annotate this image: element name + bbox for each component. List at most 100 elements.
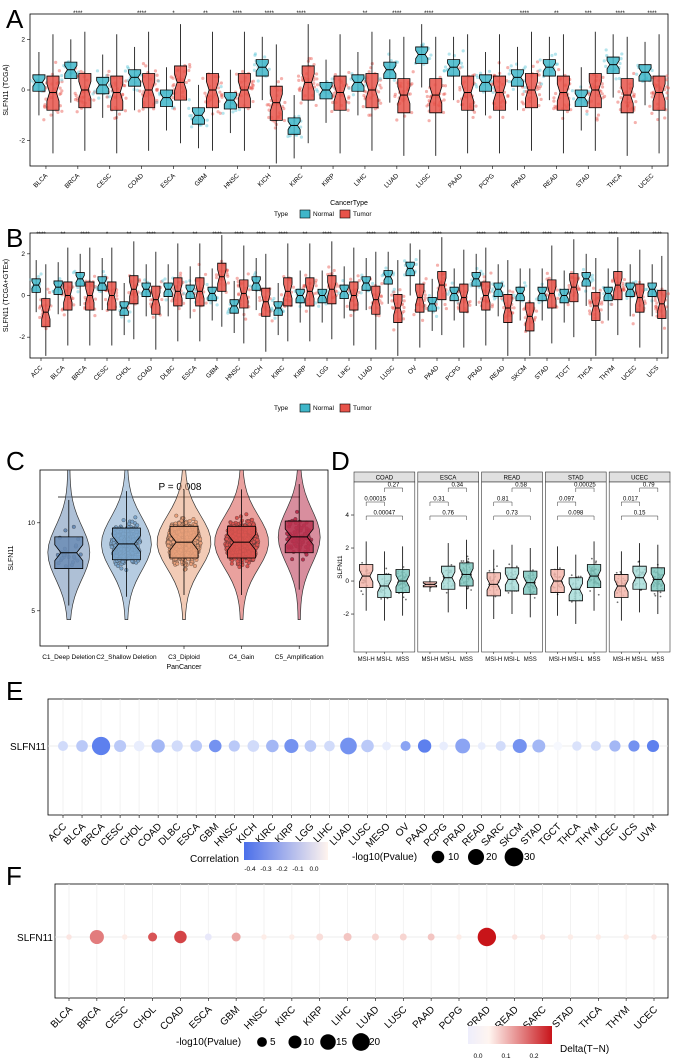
point xyxy=(403,259,407,263)
normal-box xyxy=(223,69,237,134)
normal-box xyxy=(510,46,524,111)
box xyxy=(107,281,117,311)
point xyxy=(634,280,638,284)
point xyxy=(328,272,332,276)
xtick-label: LIHC xyxy=(337,364,353,380)
point xyxy=(666,292,670,296)
xtick-label: KIRP xyxy=(321,172,337,188)
point xyxy=(226,281,230,285)
point xyxy=(588,312,592,316)
point xyxy=(579,85,583,89)
point xyxy=(219,93,224,98)
normal-box xyxy=(427,278,437,331)
point xyxy=(44,97,48,101)
point xyxy=(402,299,406,303)
point xyxy=(359,291,363,295)
point xyxy=(312,78,316,82)
point xyxy=(458,85,462,90)
tumor-box xyxy=(620,36,634,156)
point xyxy=(299,135,304,139)
point xyxy=(331,94,336,98)
normal-box xyxy=(64,39,78,103)
point xyxy=(534,309,539,313)
point xyxy=(172,83,176,87)
point xyxy=(643,301,647,305)
point xyxy=(349,313,353,318)
legend-label-normal: Normal xyxy=(313,405,335,412)
point xyxy=(377,314,381,318)
point xyxy=(488,115,492,119)
box xyxy=(471,272,481,287)
panel-label-C: C xyxy=(6,446,25,476)
point xyxy=(58,92,62,96)
tumor-box xyxy=(493,34,507,154)
point xyxy=(189,562,194,567)
box xyxy=(63,281,73,311)
tumor-box xyxy=(206,31,219,151)
point xyxy=(481,272,485,276)
point xyxy=(621,283,625,288)
point xyxy=(621,288,626,292)
point xyxy=(600,300,604,304)
normal-box xyxy=(319,59,333,123)
point xyxy=(554,91,558,96)
point xyxy=(347,95,351,99)
point xyxy=(184,80,188,85)
legend-label-tumor: Tumor xyxy=(353,405,372,412)
point xyxy=(214,273,219,277)
point xyxy=(447,52,451,56)
point xyxy=(654,304,658,309)
point xyxy=(38,304,42,308)
tumor-box xyxy=(142,31,156,151)
point xyxy=(248,86,252,90)
point xyxy=(59,91,63,95)
point xyxy=(425,94,429,99)
significance-mark: **** xyxy=(520,232,530,238)
point xyxy=(75,110,79,114)
point xyxy=(116,564,121,569)
box xyxy=(174,65,188,101)
point xyxy=(456,301,460,305)
point xyxy=(410,110,414,115)
point xyxy=(203,91,207,95)
point xyxy=(62,313,66,317)
point xyxy=(184,280,188,284)
point xyxy=(478,71,483,75)
significance-mark: **** xyxy=(652,232,662,238)
point xyxy=(218,90,222,94)
point xyxy=(332,268,336,273)
point xyxy=(442,92,446,96)
point xyxy=(252,63,257,67)
point xyxy=(128,310,132,314)
point xyxy=(177,521,182,526)
y-axis-title: SLFN11 (TCGA) xyxy=(3,64,10,115)
xtick-label: BLCA xyxy=(32,172,49,189)
point xyxy=(347,86,351,90)
tumor-box xyxy=(525,268,535,356)
box xyxy=(383,270,393,285)
point xyxy=(106,95,110,99)
point xyxy=(576,287,581,291)
point xyxy=(244,512,249,517)
point xyxy=(390,293,394,297)
point xyxy=(188,279,192,283)
xtick-label: MSS xyxy=(460,657,473,663)
point xyxy=(585,109,589,113)
point xyxy=(346,108,350,112)
xtick-label: UCEC xyxy=(637,172,655,190)
point xyxy=(468,299,472,304)
point xyxy=(106,73,110,77)
point xyxy=(434,314,439,318)
significance-mark: **** xyxy=(234,232,244,238)
xtick-label: COAD xyxy=(136,364,154,382)
significance-mark: **** xyxy=(233,11,243,17)
xtick-label: SKCM xyxy=(510,364,528,382)
point xyxy=(49,113,53,117)
xtick-label: MSI-L xyxy=(504,657,521,663)
box xyxy=(97,276,107,291)
point xyxy=(385,567,388,570)
point xyxy=(427,293,431,298)
point xyxy=(535,87,539,91)
point xyxy=(347,101,351,105)
point xyxy=(251,79,256,83)
